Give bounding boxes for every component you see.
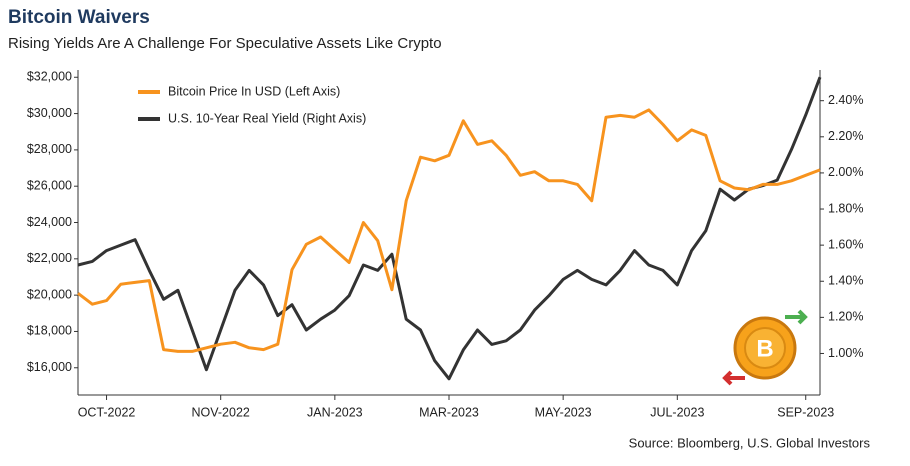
y2-tick-label: 2.40% [828,93,863,107]
y2-tick-label: 1.80% [828,201,863,215]
series-line [77,76,822,381]
y-tick-label: $30,000 [27,106,72,120]
series-line [77,108,821,353]
y-tick-label: $18,000 [27,324,72,338]
y2-tick-label: 1.40% [828,274,863,288]
y-tick-label: $24,000 [27,215,72,229]
x-tick-label: SEP-2023 [777,405,834,419]
x-tick-label: JUL-2023 [650,405,704,419]
y2-tick-label: 1.20% [828,310,863,324]
y2-tick-label: 1.00% [828,346,863,360]
y-tick-label: $20,000 [27,287,72,301]
y-tick-label: $28,000 [27,142,72,156]
x-tick-label: MAR-2023 [419,405,479,419]
y2-tick-label: 2.20% [828,129,863,143]
y-tick-label: $16,000 [27,360,72,374]
svg-text:B: B [756,335,773,362]
bitcoin-icon: B [722,309,808,386]
y-tick-label: $22,000 [27,251,72,265]
x-tick-label: MAY-2023 [535,405,592,419]
source: Source: Bloomberg, U.S. Global Investors [629,435,871,450]
legend-label: Bitcoin Price In USD (Left Axis) [168,84,340,98]
legend-label: U.S. 10-Year Real Yield (Right Axis) [168,111,366,125]
x-tick-label: JAN-2023 [307,405,363,419]
y2-tick-label: 2.00% [828,165,863,179]
x-tick-label: OCT-2022 [78,405,136,419]
y2-tick-label: 1.60% [828,237,863,251]
x-tick-label: NOV-2022 [192,405,250,419]
y-tick-label: $32,000 [27,70,72,84]
y-tick-label: $26,000 [27,178,72,192]
chart-title: Bitcoin Waivers [8,7,150,28]
chart-subtitle: Rising Yields Are A Challenge For Specul… [8,35,442,52]
